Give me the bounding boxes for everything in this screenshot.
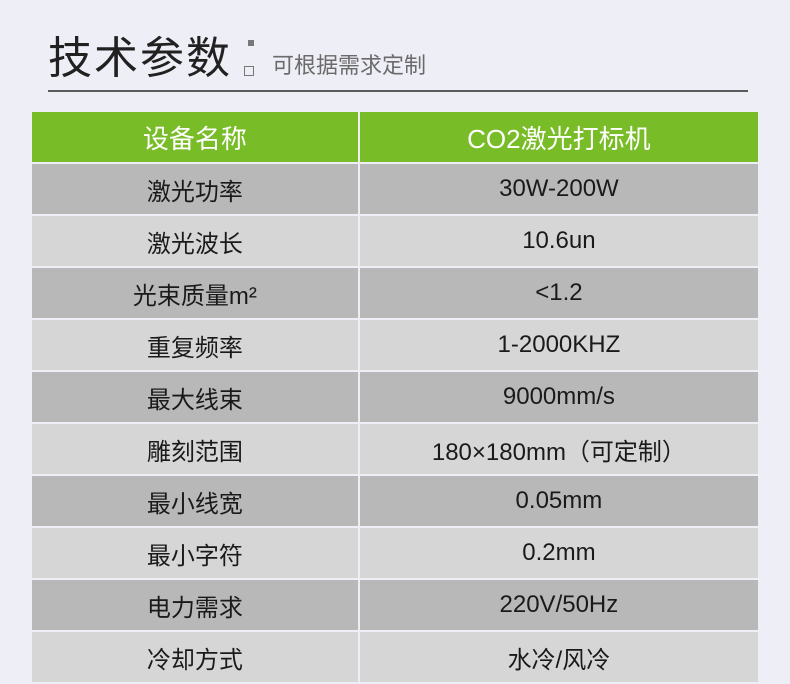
spec-value: 水冷/风冷 (360, 632, 758, 682)
separator-dots (240, 40, 258, 76)
table-row: 电力需求220V/50Hz (32, 580, 758, 630)
page-subtitle: 可根据需求定制 (272, 48, 426, 80)
spec-value: 1-2000KHZ (360, 320, 758, 370)
table-row: 重复频率1-2000KHZ (32, 320, 758, 370)
table-header-right: CO2激光打标机 (360, 112, 758, 162)
spec-label: 最小线宽 (32, 476, 358, 526)
table-row: 光束质量m²<1.2 (32, 268, 758, 318)
spec-value: 220V/50Hz (360, 580, 758, 630)
spec-value: 0.2mm (360, 528, 758, 578)
spec-value: 10.6un (360, 216, 758, 266)
spec-value: <1.2 (360, 268, 758, 318)
table-header-left: 设备名称 (32, 112, 358, 162)
spec-label: 最小字符 (32, 528, 358, 578)
table-row: 最小线宽0.05mm (32, 476, 758, 526)
table-row: 最大线束9000mm/s (32, 372, 758, 422)
page-title: 技术参数 (48, 22, 232, 86)
spec-table-wrap: 设备名称 CO2激光打标机 激光功率30W-200W 激光波长10.6un 光束… (0, 92, 790, 684)
spec-value: 30W-200W (360, 164, 758, 214)
spec-label: 光束质量m² (32, 268, 358, 318)
spec-value: 180×180mm（可定制） (360, 424, 758, 474)
spec-label: 雕刻范围 (32, 424, 358, 474)
spec-table: 设备名称 CO2激光打标机 激光功率30W-200W 激光波长10.6un 光束… (30, 110, 760, 684)
spec-value: 0.05mm (360, 476, 758, 526)
spec-label: 冷却方式 (32, 632, 358, 682)
spec-label: 重复频率 (32, 320, 358, 370)
table-row: 激光波长10.6un (32, 216, 758, 266)
spec-value: 9000mm/s (360, 372, 758, 422)
spec-label: 最大线束 (32, 372, 358, 422)
table-row: 激光功率30W-200W (32, 164, 758, 214)
table-row: 冷却方式水冷/风冷 (32, 632, 758, 682)
spec-sheet: 技术参数 可根据需求定制 设备名称 CO2激光打标机 激光功率30W-200W … (0, 0, 790, 666)
spec-label: 电力需求 (32, 580, 358, 630)
spec-label: 激光功率 (32, 164, 358, 214)
table-row: 雕刻范围180×180mm（可定制） (32, 424, 758, 474)
table-header-row: 设备名称 CO2激光打标机 (32, 112, 758, 162)
spec-label: 激光波长 (32, 216, 358, 266)
header: 技术参数 可根据需求定制 (0, 0, 790, 86)
table-row: 最小字符0.2mm (32, 528, 758, 578)
